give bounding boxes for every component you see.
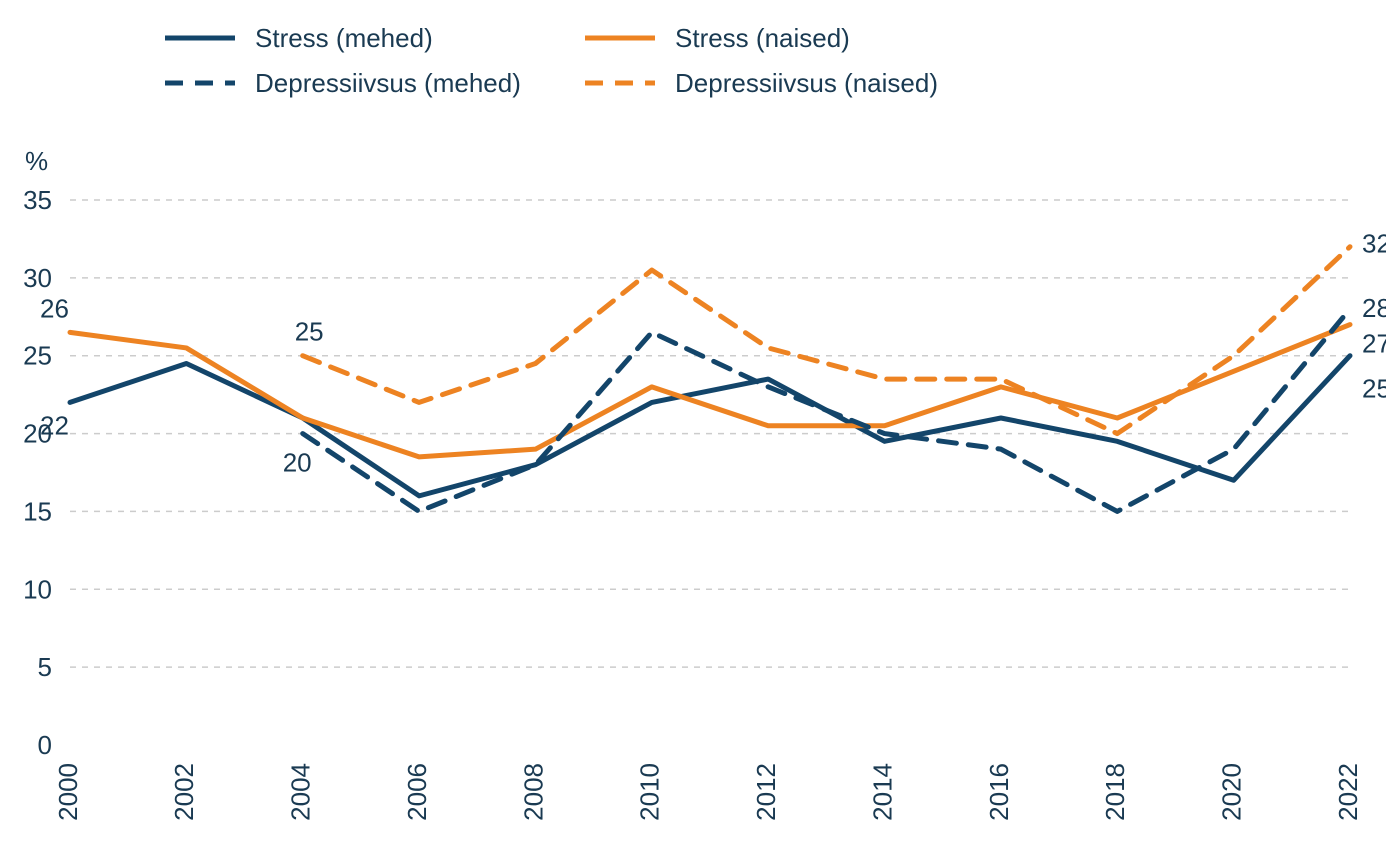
- x-tick-label: 2000: [53, 763, 83, 821]
- line-chart: 0 5 10 15 20 25 30 35% 2000 2002 2004 2006 2008 2010 2…: [0, 0, 1386, 864]
- y-tick-label: 35: [23, 185, 52, 215]
- data-label: 22: [40, 410, 69, 440]
- x-tick-label: 2006: [402, 763, 432, 821]
- legend-label-depressiivsus-mehed: Depressiivsus (mehed): [255, 68, 521, 98]
- y-tick-label: 30: [23, 263, 52, 293]
- legend-label-stress-mehed: Stress (mehed): [255, 23, 433, 53]
- y-tick-label: 25: [23, 341, 52, 371]
- x-tick-label: 2002: [169, 763, 199, 821]
- x-tick-label: 2022: [1333, 763, 1363, 821]
- y-tick-label: 15: [23, 496, 52, 526]
- data-label: 27: [1362, 329, 1386, 359]
- y-tick-label: 10: [23, 574, 52, 604]
- data-label: 25: [1362, 374, 1386, 404]
- legend-label-stress-naised: Stress (naised): [675, 23, 850, 53]
- x-tick-label: 2020: [1217, 763, 1247, 821]
- x-tick-label: 2016: [984, 763, 1014, 821]
- x-tick-label: 2008: [518, 763, 548, 821]
- legend-label-depressiivsus-naised: Depressiivsus (naised): [675, 68, 938, 98]
- x-tick-label: 2010: [635, 763, 665, 821]
- data-label: 32: [1362, 229, 1386, 259]
- data-label: 28: [1362, 293, 1386, 323]
- y-axis-unit: %: [25, 146, 48, 176]
- data-label: 20: [283, 448, 312, 478]
- data-label: 26: [40, 293, 69, 323]
- x-tick-label: 2012: [751, 763, 781, 821]
- y-tick-label: 5: [38, 652, 52, 682]
- chart-svg: 0 5 10 15 20 25 30 35% 2000 2002 2004 2006 2008 2010 2…: [0, 0, 1386, 864]
- x-tick-label: 2004: [286, 763, 316, 821]
- x-tick-label: 2014: [867, 763, 897, 821]
- y-tick-label: 0: [38, 730, 52, 760]
- x-tick-label: 2018: [1100, 763, 1130, 821]
- data-label: 25: [295, 317, 324, 347]
